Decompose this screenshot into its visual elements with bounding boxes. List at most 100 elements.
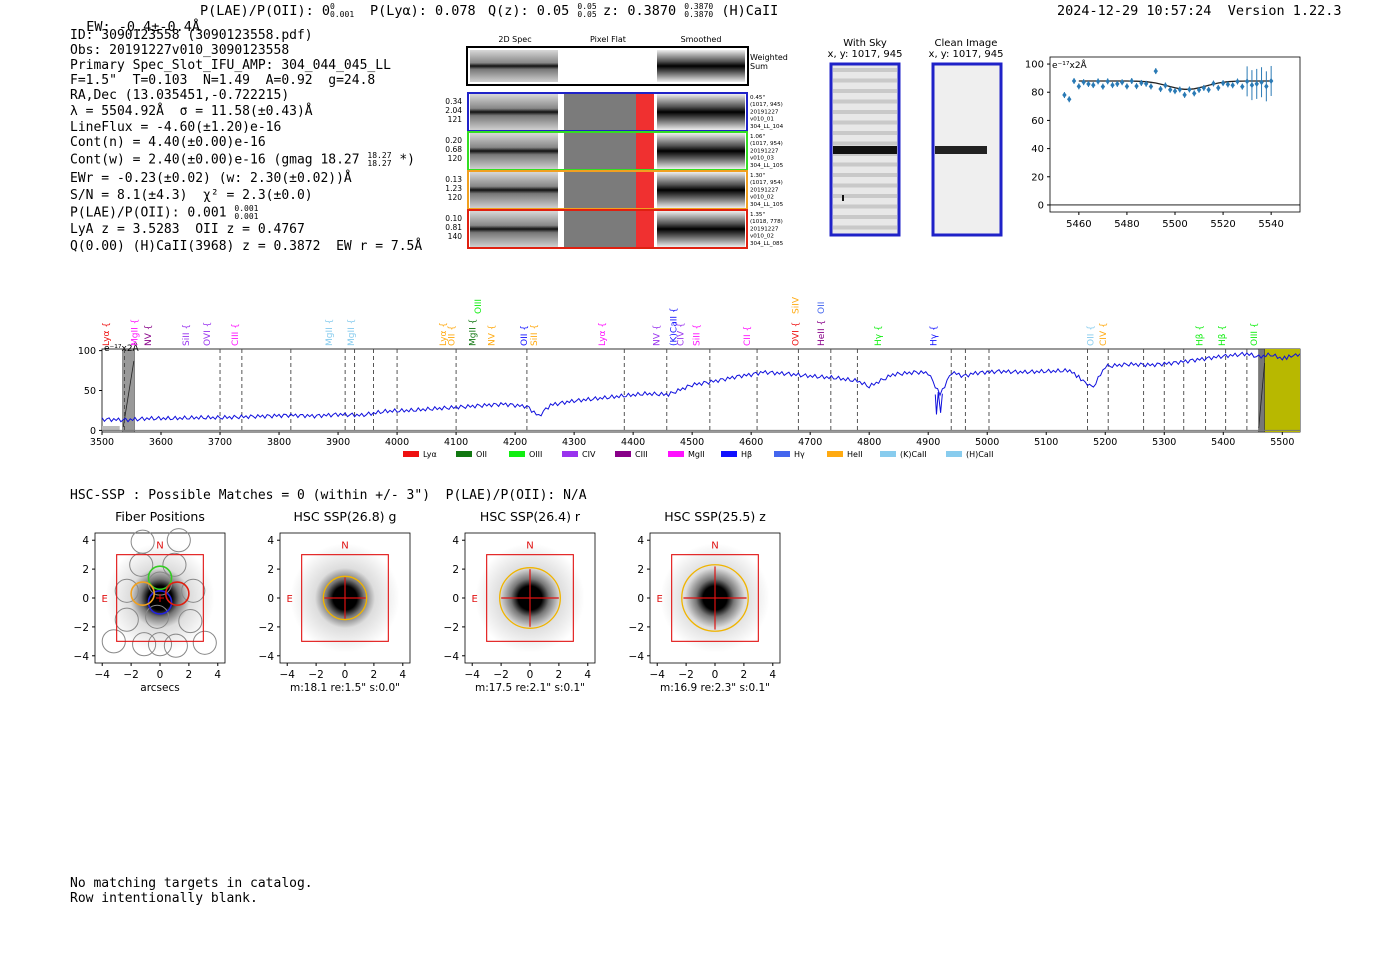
hsc-ytick: −2: [74, 622, 89, 634]
spectrum-xtick: 4000: [385, 437, 409, 448]
legend-label: Hγ: [794, 450, 805, 459]
cutout-value: 0.10: [445, 214, 462, 223]
spectrum-ytick: 100: [78, 346, 96, 357]
hsc-xtick: 0: [527, 669, 534, 681]
cutout-pixelflat: [564, 172, 636, 208]
col-label-pixelflat: Pixel Flat: [590, 35, 626, 44]
info-radec: RA,Dec (13.035451,-0.722215): [70, 88, 290, 103]
hsc-ytick: 0: [452, 593, 459, 605]
zoom-xtick: 5480: [1114, 219, 1139, 230]
east-label: E: [657, 594, 663, 605]
spectrum-xtick: 4800: [857, 437, 881, 448]
cutout-note: 1.06": [750, 134, 765, 140]
line-label: HeII {: [817, 320, 827, 346]
spectrum-axes: [101, 348, 1301, 433]
spectrum-xtick: 5100: [1034, 437, 1058, 448]
hsc-ytick: 4: [637, 535, 644, 547]
spectrum-ytick: 0: [90, 426, 96, 437]
hsc-ytick: 2: [82, 564, 89, 576]
cutout-value: 120: [448, 154, 463, 163]
hsc-ytick: −2: [629, 622, 644, 634]
cutout-pixelflat: [564, 211, 636, 247]
zoom-point: [1124, 83, 1130, 90]
spectrum-xtick: 3800: [267, 437, 291, 448]
zoom-point: [1062, 92, 1067, 99]
spectrum-xtick: 5200: [1093, 437, 1117, 448]
cutout-pixelflat: [564, 94, 636, 130]
line-label: CIV {: [1099, 322, 1109, 346]
east-label: E: [287, 594, 293, 605]
north-label: N: [156, 541, 163, 552]
legend-label: (K)CaII: [900, 450, 927, 459]
cutout-flag: [636, 133, 654, 169]
spectrum-xtick: 5500: [1270, 437, 1294, 448]
line-label-upper: OIII: [474, 299, 484, 314]
line-label: CIV {: [676, 322, 686, 346]
cutout-note: 1.30": [750, 173, 765, 179]
cutout-value: 2.04: [445, 106, 462, 115]
spectrum-xtick: 4200: [503, 437, 527, 448]
footer-line-2: Row intentionally blank.: [70, 891, 258, 906]
cutout-2dspec: [470, 172, 558, 208]
fiber-circle: [192, 630, 217, 655]
zoom-point: [1067, 96, 1072, 103]
zoom-ytick: 40: [1031, 144, 1044, 155]
fiber-circle: [163, 633, 188, 658]
cutout-value: 1.23: [445, 184, 462, 193]
cutout-row-frame: [467, 209, 748, 249]
zoom-ytick: 60: [1031, 116, 1044, 127]
fiber-circle-green: [147, 565, 173, 591]
legend-label: OII: [476, 450, 487, 459]
line-label: (K)CaII {: [669, 307, 679, 346]
col-label-2dspec: 2D Spec: [498, 35, 531, 44]
fiber-circle-blue: [147, 589, 173, 615]
legend-label: (H)CaII: [966, 450, 993, 459]
hsc-xtick: −4: [649, 669, 665, 681]
legend-swatch: [615, 451, 631, 457]
hsc-ytick: −2: [259, 622, 274, 634]
info-lineflux: LineFlux = -4.60(±1.20)e-16: [70, 120, 282, 135]
cutout-pixelflat: [564, 133, 636, 169]
spectrum-xtick: 4700: [798, 437, 822, 448]
line-label: CIII {: [231, 323, 241, 346]
zoom-xtick: 5520: [1210, 219, 1235, 230]
col-label-smoothed: Smoothed: [681, 35, 722, 44]
hsc-ytick: −4: [74, 651, 90, 663]
hsc-panel: Fiber Positions N E −4 −4 −2 −2 0 0 2 2 4 4 arcsecs: [74, 509, 226, 694]
line-label: OII {: [1086, 325, 1096, 346]
info-q: Q(0.00) (H)CaII(3968) z = 0.3872 EW r = …: [70, 239, 423, 254]
spectrum-xtick: 3900: [326, 437, 350, 448]
hsc-ytick: 0: [267, 593, 274, 605]
legend-swatch: [946, 451, 962, 457]
legend-label: OIII: [529, 450, 542, 459]
cutout-value: 0.20: [445, 136, 462, 145]
info-lambda: λ = 5504.92Å σ = 11.58(±0.43)Å: [70, 104, 313, 119]
line-label: SiII {: [530, 324, 540, 346]
cutout-value: 0.34: [445, 97, 462, 106]
zoom-point: [1110, 82, 1115, 89]
spectrum-xtick: 5300: [1152, 437, 1176, 448]
hsc-panel-title: HSC SSP(25.5) z: [664, 509, 766, 524]
zoom-point: [1148, 83, 1154, 90]
line-label: OVI {: [791, 322, 801, 346]
legend-label: CIII: [635, 450, 648, 459]
zoom-chart: 0 20 40 60 80 100 5460 5480 5500 5520 5540 e⁻¹⁷x2Å: [1025, 56, 1301, 230]
spectrum-xtick: 5000: [975, 437, 999, 448]
cutout-note: v010_02: [750, 195, 774, 201]
fiber-circle-orange: [130, 581, 156, 607]
cutout-note: v010_03: [750, 156, 774, 162]
header-bar: EW: -0.4±-0.4Å: [70, 3, 200, 35]
zoom-unit-label: e⁻¹⁷x2Å: [1052, 59, 1088, 71]
cutout-note: 304_LL_104: [750, 124, 784, 130]
spectrum-xtick: 3600: [149, 437, 173, 448]
qz-readout: Q(z): 0.05 0.05 0.05: [488, 2, 597, 20]
hsc-xtick: 2: [556, 669, 563, 681]
legend-swatch: [721, 451, 737, 457]
zoom-point: [1259, 79, 1264, 86]
cutout-value: 121: [448, 115, 463, 124]
info-lya: LyA z = 3.5283 OII z = 0.4767: [70, 222, 305, 237]
legend-swatch: [827, 451, 843, 457]
ew-readout: EW: -0.4±-0.4Å: [86, 19, 201, 35]
